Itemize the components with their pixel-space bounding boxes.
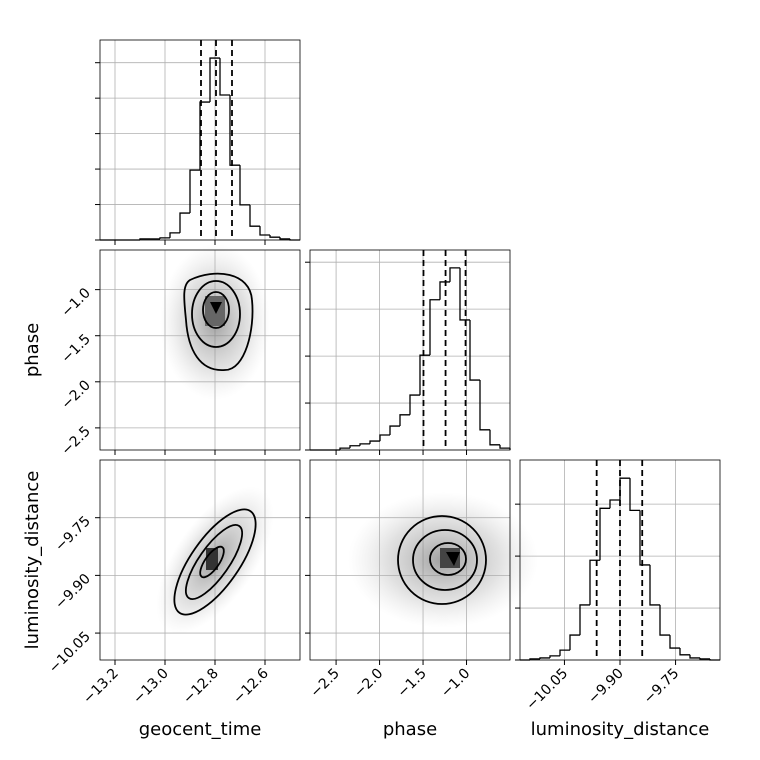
hist-bin bbox=[579, 604, 590, 636]
hist-bin bbox=[269, 235, 280, 238]
hist-bin bbox=[499, 444, 510, 449]
hist-bin bbox=[199, 101, 210, 171]
hist-bin bbox=[389, 425, 400, 435]
hist-bin bbox=[619, 477, 630, 500]
contour bbox=[199, 545, 225, 579]
hist-bin bbox=[249, 204, 260, 227]
hist-bin bbox=[459, 267, 470, 321]
x-axis-label: luminosity_distance bbox=[531, 719, 710, 740]
hist-bin bbox=[259, 226, 270, 236]
contour bbox=[185, 524, 243, 600]
y-tick-label: −2.0 bbox=[58, 377, 93, 412]
panel-frame bbox=[519, 459, 721, 661]
hist-bin bbox=[179, 212, 190, 233]
x-tick-label: −9.90 bbox=[585, 666, 627, 708]
hist-bin bbox=[549, 655, 560, 658]
y-tick-label: −1.5 bbox=[58, 331, 93, 366]
hist-bin bbox=[189, 169, 200, 214]
hist-bin bbox=[429, 299, 440, 356]
contour bbox=[173, 508, 257, 616]
hist-bin bbox=[649, 564, 660, 606]
hist-bin bbox=[279, 237, 290, 240]
x-tick-label: −13.2 bbox=[80, 666, 122, 708]
x-axis-label: geocent_time bbox=[139, 719, 262, 740]
hist-bin bbox=[569, 634, 580, 651]
hist-bin bbox=[219, 58, 230, 96]
x-tick-label: −2.0 bbox=[351, 666, 386, 701]
hist-bin bbox=[439, 281, 450, 300]
x-tick-label: −9.75 bbox=[641, 666, 683, 708]
hist-bin bbox=[409, 394, 420, 415]
panel-frame bbox=[99, 39, 301, 241]
hist-bin bbox=[589, 559, 600, 605]
hist-bin bbox=[239, 165, 250, 206]
y-tick-label: −9.90 bbox=[52, 571, 94, 613]
hist-bin bbox=[689, 654, 700, 659]
hist-bin bbox=[539, 657, 550, 659]
panel-frame bbox=[309, 249, 511, 451]
contour bbox=[446, 552, 460, 566]
contour bbox=[429, 542, 467, 576]
hist-bin bbox=[629, 478, 640, 512]
contour bbox=[183, 272, 254, 371]
hist-bin bbox=[679, 648, 690, 656]
hist-bin bbox=[559, 649, 570, 656]
hist-bin bbox=[469, 319, 480, 381]
hist-bin bbox=[609, 499, 620, 509]
hist-bin bbox=[639, 510, 650, 566]
hist-bin bbox=[449, 267, 460, 282]
x-tick-label: −10.05 bbox=[523, 666, 571, 714]
y-tick-label: −2.5 bbox=[58, 423, 93, 458]
hist-bin bbox=[379, 434, 390, 442]
x-tick-label: −12.8 bbox=[180, 666, 222, 708]
hist-bin bbox=[359, 443, 370, 446]
hist-bin bbox=[229, 94, 240, 166]
y-axis-label: phase bbox=[22, 323, 43, 377]
hist-bin bbox=[169, 232, 180, 238]
x-tick-label: −12.6 bbox=[230, 665, 272, 707]
x-axis-label: phase bbox=[383, 719, 437, 740]
y-tick-label: −10.05 bbox=[46, 629, 94, 677]
panel-frame bbox=[99, 459, 301, 661]
hist-bin bbox=[659, 604, 670, 636]
hist-bin bbox=[699, 657, 710, 660]
x-tick-label: −1.0 bbox=[438, 666, 473, 701]
x-tick-label: −13.0 bbox=[130, 666, 172, 708]
x-tick-label: −1.5 bbox=[395, 666, 430, 701]
contour bbox=[397, 515, 487, 605]
hist-bin bbox=[599, 507, 610, 561]
x-tick-label: −2.5 bbox=[308, 666, 343, 701]
hist-bin bbox=[479, 380, 490, 431]
contour bbox=[202, 291, 230, 329]
y-tick-label: −9.75 bbox=[52, 513, 94, 555]
contour bbox=[191, 280, 241, 348]
hist-bin bbox=[419, 354, 430, 396]
y-tick-label: −1.0 bbox=[58, 285, 93, 320]
y-axis-label: luminosity_distance bbox=[22, 471, 43, 650]
hist-bin bbox=[369, 440, 380, 444]
panel-frame bbox=[99, 249, 301, 451]
hist-bin bbox=[349, 445, 360, 449]
hist-bin bbox=[209, 57, 220, 103]
panel-frame bbox=[309, 459, 511, 661]
contour bbox=[210, 302, 222, 314]
hist-bin bbox=[339, 447, 350, 450]
hist-bin bbox=[489, 429, 500, 446]
contour bbox=[412, 529, 478, 591]
hist-bin bbox=[669, 635, 680, 649]
hist-bin bbox=[159, 237, 170, 239]
hist-bin bbox=[399, 414, 410, 427]
density-decoration bbox=[156, 244, 538, 634]
